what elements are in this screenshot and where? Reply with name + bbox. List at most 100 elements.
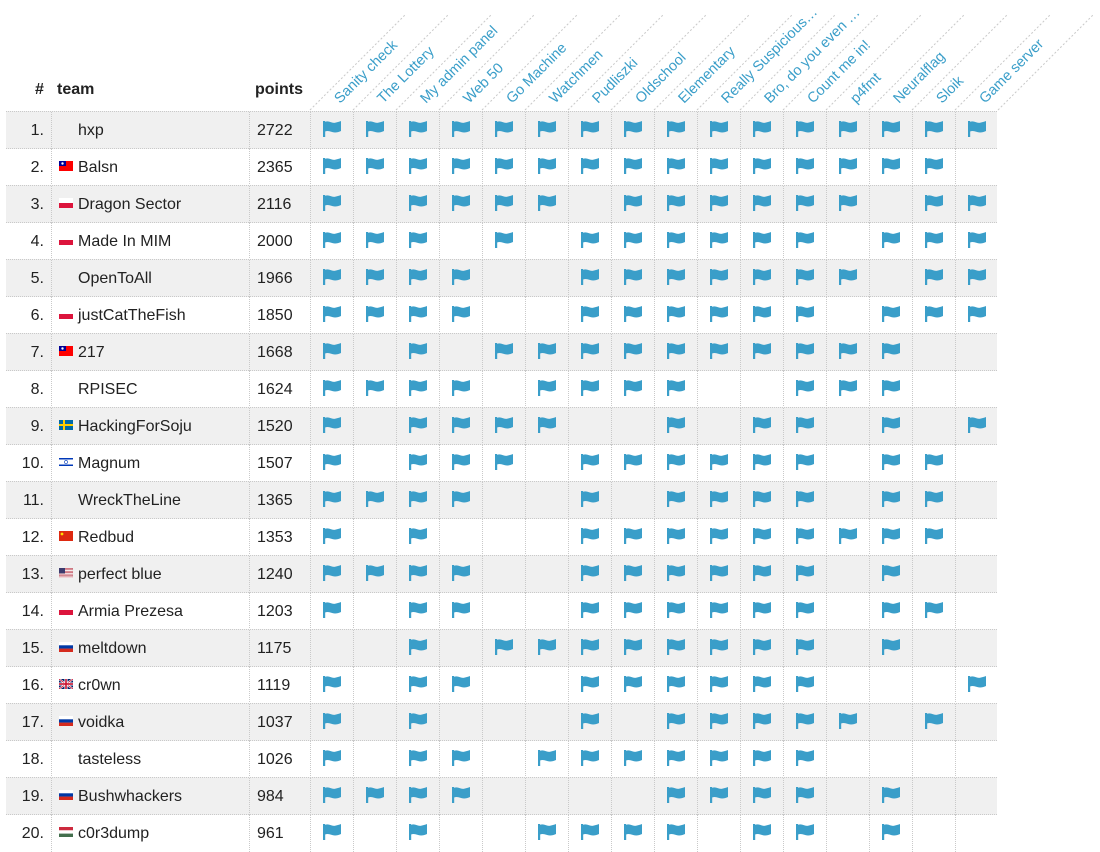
- task-cell: [353, 186, 396, 223]
- table-row: 10. Magnum 1507: [6, 444, 997, 482]
- team-name-link[interactable]: c0r3dump: [78, 825, 150, 842]
- task-cell: [826, 186, 869, 223]
- team-points: 2000: [249, 223, 309, 260]
- team-name-link[interactable]: RPISEC: [78, 381, 138, 398]
- solved-flag-icon: [667, 528, 685, 545]
- solved-flag-icon: [624, 380, 642, 397]
- solved-flag-icon: [753, 417, 771, 434]
- task-cell: [912, 741, 955, 778]
- task-cell: [783, 112, 826, 149]
- team-name-link[interactable]: Magnum: [78, 455, 141, 472]
- task-cell: [396, 556, 439, 593]
- team-name-link[interactable]: Balsn: [78, 159, 119, 176]
- team-name-link[interactable]: tasteless: [78, 751, 142, 768]
- solved-flag-icon: [667, 232, 685, 249]
- task-cell: [783, 334, 826, 371]
- team-name-link[interactable]: justCatTheFish: [78, 307, 186, 324]
- task-cell: [482, 593, 525, 630]
- solved-flag-icon: [409, 232, 427, 249]
- team-points: 2722: [249, 112, 309, 149]
- table-row: 12. Redbud 1353: [6, 518, 997, 556]
- task-cell: [482, 519, 525, 556]
- task-cell: [654, 593, 697, 630]
- task-cell: [654, 630, 697, 667]
- task-cell: [611, 260, 654, 297]
- task-cell: [482, 630, 525, 667]
- task-cell: [912, 445, 955, 482]
- team-name-link[interactable]: hxp: [78, 122, 104, 139]
- task-cell: [697, 297, 740, 334]
- team-name-link[interactable]: Bushwhackers: [78, 788, 183, 805]
- solved-flag-icon: [882, 639, 900, 656]
- task-cell: [353, 741, 396, 778]
- team-points: 1668: [249, 334, 309, 371]
- solved-flag-icon: [624, 528, 642, 545]
- task-cell: [439, 112, 482, 149]
- team-name-link[interactable]: Dragon Sector: [78, 196, 182, 213]
- solved-flag-icon: [925, 269, 943, 286]
- team-cell: Balsn: [51, 149, 249, 186]
- solved-flag-icon: [710, 602, 728, 619]
- team-cell: 217: [51, 334, 249, 371]
- task-cell: [310, 593, 353, 630]
- team-cell: Redbud: [51, 519, 249, 556]
- team-rank: 8.: [30, 381, 44, 398]
- team-points: 1850: [249, 297, 309, 334]
- task-cell: [611, 297, 654, 334]
- solved-flag-icon: [624, 602, 642, 619]
- task-header-2[interactable]: My admin panel: [418, 23, 502, 107]
- task-cell: [396, 778, 439, 815]
- task-header-15[interactable]: Game server: [977, 36, 1048, 107]
- task-cell: [568, 297, 611, 334]
- task-cell: [482, 741, 525, 778]
- solved-flag-icon: [882, 343, 900, 360]
- solved-flag-icon: [925, 195, 943, 212]
- team-name-link[interactable]: 217: [78, 344, 105, 361]
- task-cell: [482, 149, 525, 186]
- team-name-link[interactable]: HackingForSoju: [78, 418, 192, 435]
- team-cell: OpenToAll: [51, 260, 249, 297]
- solved-flag-icon: [753, 824, 771, 841]
- solved-flag-icon: [796, 417, 814, 434]
- solved-flag-icon: [796, 195, 814, 212]
- task-cell: [955, 741, 998, 778]
- solved-flag-icon: [581, 306, 599, 323]
- solved-flag-icon: [323, 121, 341, 138]
- task-cell: [869, 667, 912, 704]
- task-cell: [439, 778, 482, 815]
- team-name-link[interactable]: Redbud: [78, 529, 135, 546]
- team-name-link[interactable]: Made In MIM: [78, 233, 172, 250]
- task-cell: [740, 704, 783, 741]
- task-header-12[interactable]: p4fmt: [848, 70, 885, 107]
- team-name-link[interactable]: WreckTheLine: [78, 492, 181, 509]
- team-cell: c0r3dump: [51, 815, 249, 852]
- team-points: 1203: [249, 593, 309, 630]
- task-cell: [826, 667, 869, 704]
- task-cell: [310, 297, 353, 334]
- solved-flag-icon: [409, 713, 427, 730]
- task-header-14[interactable]: Sloik: [934, 73, 968, 107]
- team-name-link[interactable]: OpenToAll: [78, 270, 152, 287]
- solved-flag-icon: [882, 787, 900, 804]
- task-cell: [955, 704, 998, 741]
- solved-flag-icon: [710, 565, 728, 582]
- task-cell: [482, 408, 525, 445]
- team-rank: 16.: [21, 677, 44, 694]
- task-cell: [525, 741, 568, 778]
- solved-flag-icon: [624, 824, 642, 841]
- team-name-link[interactable]: Armia Prezesa: [78, 603, 183, 620]
- solved-flag-icon: [581, 676, 599, 693]
- team-points: 1520: [249, 408, 309, 445]
- country-flag-icon: [59, 198, 73, 209]
- task-cell: [568, 519, 611, 556]
- team-name-link[interactable]: meltdown: [78, 640, 147, 657]
- task-cell: [869, 445, 912, 482]
- team-name-link[interactable]: cr0wn: [78, 677, 121, 694]
- solved-flag-icon: [753, 454, 771, 471]
- task-cell: [740, 556, 783, 593]
- team-name-link[interactable]: perfect blue: [78, 566, 162, 583]
- solved-flag-icon: [667, 565, 685, 582]
- team-name-link[interactable]: voidka: [78, 714, 125, 731]
- task-cell: [310, 741, 353, 778]
- task-cell: [869, 223, 912, 260]
